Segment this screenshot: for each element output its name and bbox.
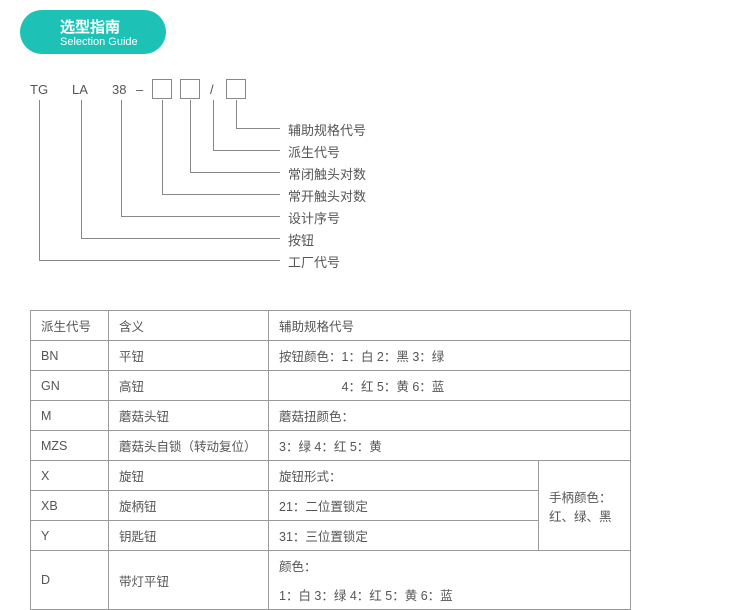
diag-label-1: 派生代号	[288, 142, 340, 161]
handle-cell: 手柄颜色： 红、绿、黑	[539, 461, 631, 551]
seg-la: LA	[72, 82, 88, 97]
seg-box1	[152, 79, 172, 99]
seg-box2	[180, 79, 200, 99]
variant-table: 派生代号 含义 辅助规格代号 BN 平钮 按钮颜色：1：白 2：黑 3：绿 GN…	[30, 310, 631, 610]
diag-label-5: 按钮	[288, 230, 314, 249]
seg-38: 38	[112, 82, 126, 97]
table-row: MZS 蘑菇头自锁（转动复位） 3：绿 4：红 5：黄	[31, 431, 631, 461]
table-row: 派生代号 含义 辅助规格代号	[31, 311, 631, 341]
diag-label-3: 常开触头对数	[288, 186, 366, 205]
diag-label-2: 常闭触头对数	[288, 164, 366, 183]
seg-slash: /	[210, 82, 214, 97]
header-badge: 选型指南 Selection Guide	[20, 10, 166, 54]
seg-tg: TG	[30, 82, 48, 97]
diag-label-6: 工厂代号	[288, 252, 340, 271]
table-row: GN 高钮 4：红 5：黄 6：蓝	[31, 371, 631, 401]
seg-box3	[226, 79, 246, 99]
seg-dash: –	[136, 82, 143, 97]
ordering-diagram: TG LA 38 – / 辅助规格代号 派生代号 常闭触头对数 常开触头对数 设…	[30, 82, 750, 302]
table-row: M 蘑菇头钮 蘑菇扭颜色：	[31, 401, 631, 431]
header-title-en: Selection Guide	[60, 36, 138, 48]
header-title-cn: 选型指南	[60, 16, 138, 37]
diag-label-4: 设计序号	[288, 208, 340, 227]
table-row: BN 平钮 按钮颜色：1：白 2：黑 3：绿	[31, 341, 631, 371]
th-code: 派生代号	[31, 311, 109, 341]
table-row: X 旋钮 旋钮形式： 手柄颜色： 红、绿、黑	[31, 461, 631, 491]
diag-label-0: 辅助规格代号	[288, 120, 366, 139]
th-aux: 辅助规格代号	[269, 311, 631, 341]
th-meaning: 含义	[109, 311, 269, 341]
